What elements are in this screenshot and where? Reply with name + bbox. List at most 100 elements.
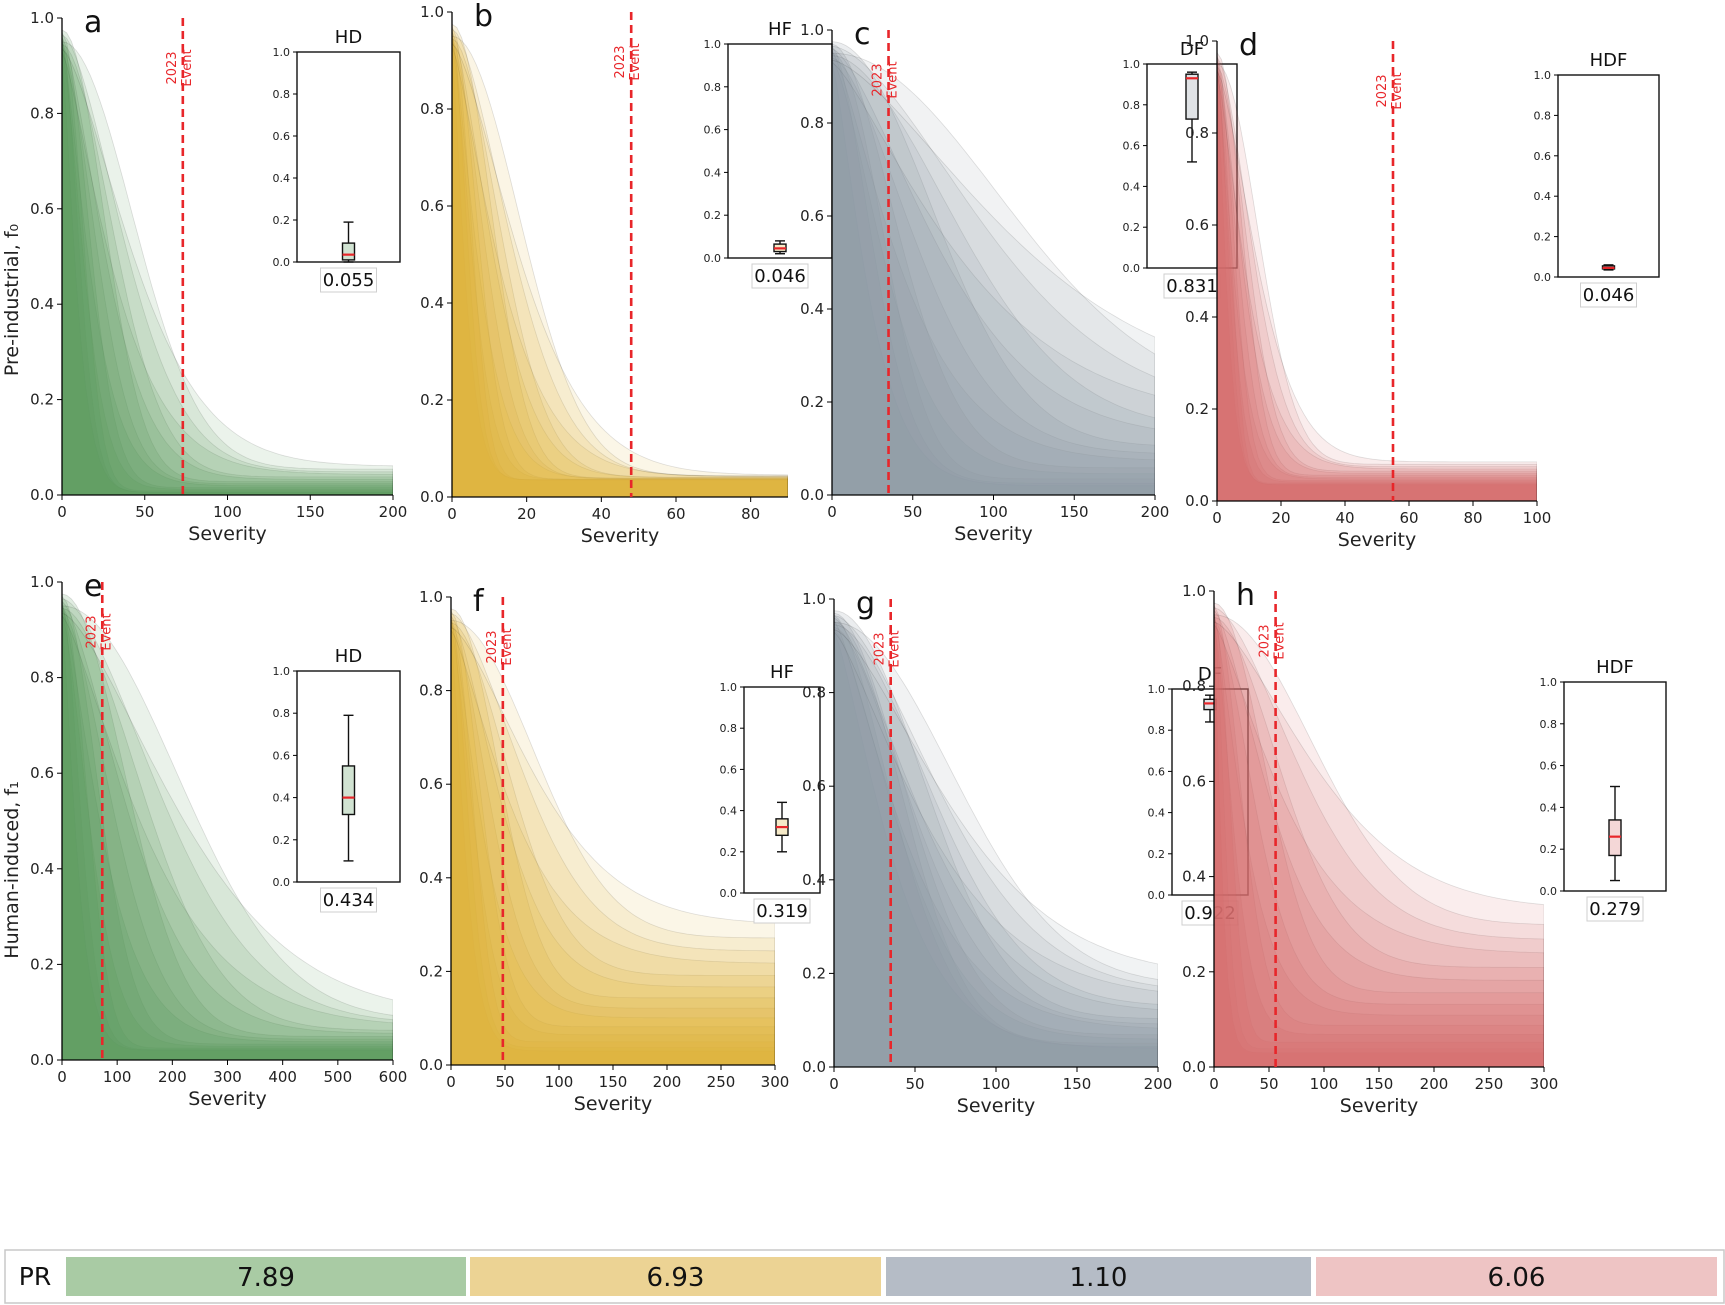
inset-title: HF	[768, 19, 792, 40]
exceedance-curve	[1217, 73, 1537, 501]
inset-y-tick-label: 0.6	[273, 130, 291, 143]
x-tick-label: 60	[666, 505, 685, 523]
y-tick-label: 0.2	[419, 962, 443, 980]
x-tick-label: 100	[103, 1068, 132, 1086]
x-tick-label: 100	[982, 1075, 1011, 1093]
exceedance-curve	[1217, 65, 1537, 501]
exceedance-curve	[834, 619, 1158, 1067]
x-axis-label: Severity	[188, 1088, 266, 1110]
exceedance-curve	[1217, 70, 1537, 501]
curve-ensemble	[1214, 602, 1544, 1067]
inset-y-tick-label: 0.4	[1540, 801, 1558, 814]
y-tick-label: 0.0	[800, 486, 824, 504]
exceedance-curve	[1217, 63, 1537, 501]
mean-value: 0.279	[1589, 899, 1641, 920]
y-tick-label: 0.8	[1185, 124, 1209, 142]
panel-b: 0 20 40 60 80 0.0 0.2 0.4 0.6 0.8 1.0 Severity b 2023…	[420, 0, 833, 547]
exceedance-curve	[1214, 618, 1544, 1067]
x-axis-label: Severity	[954, 523, 1032, 545]
x-tick-label: 50	[905, 1075, 924, 1093]
pr-bar: PR 7.89 6.93 1.10 6.06	[4, 1249, 1725, 1304]
exceedance-curve	[62, 598, 393, 1060]
mean-value: 0.046	[1583, 285, 1635, 306]
y-tick-label: 0.2	[1182, 963, 1206, 981]
inset-title: HF	[770, 662, 794, 683]
inset-title: HD	[335, 27, 362, 48]
box-iqr	[1185, 73, 1199, 120]
inset-y-tick-label: 0.6	[1534, 150, 1552, 163]
x-tick-label: 50	[1259, 1075, 1278, 1093]
exceedance-curve	[62, 34, 393, 495]
exceedance-curve	[62, 595, 393, 1060]
inset-y-tick-label: 0.6	[1540, 760, 1558, 773]
exceedance-curve	[1214, 621, 1544, 1067]
event-label-text: Event	[180, 49, 195, 86]
exceedance-curve	[1214, 621, 1544, 1067]
exceedance-curve	[832, 45, 1155, 495]
row-label-bottom: Human-induced, f₁	[1, 781, 23, 958]
inset-y-tick-label: 0.6	[1148, 765, 1166, 778]
inset-y-tick-label: 0.8	[1534, 109, 1552, 122]
inset-title: HDF	[1590, 50, 1628, 71]
exceedance-curve	[451, 620, 775, 1065]
curve-ensemble	[62, 593, 393, 1060]
exceedance-curve	[834, 631, 1158, 1067]
x-tick-label: 150	[1365, 1075, 1394, 1093]
inset-y-tick-label: 0.8	[720, 722, 738, 735]
exceedance-curve	[834, 626, 1158, 1067]
x-tick-label: 500	[324, 1068, 353, 1086]
pr-segment-HDF	[1316, 1257, 1717, 1296]
y-tick-label: 0.0	[1182, 1058, 1206, 1076]
exceedance-curve	[452, 26, 788, 497]
y-tick-label: 0.4	[420, 294, 444, 312]
exceedance-curve	[1214, 605, 1544, 1067]
inset-y-tick-label: 1.0	[1540, 676, 1558, 689]
inset-title: DF	[1180, 39, 1204, 60]
inset-y-tick-label: 0.2	[1534, 231, 1552, 244]
y-tick-label: 0.2	[1185, 400, 1209, 418]
inset-y-tick-label: 0.4	[1123, 180, 1141, 193]
row-label-top: Pre-industrial, f₀	[1, 224, 23, 376]
event-label-year: 2023	[873, 632, 888, 665]
panel-letter: b	[474, 0, 493, 34]
event-label-text: Event	[99, 613, 114, 650]
y-tick-label: 0.2	[420, 391, 444, 409]
y-tick-label: 1.0	[420, 3, 444, 21]
pr-value-HF: 6.93	[647, 1263, 705, 1293]
exceedance-curve	[1217, 68, 1537, 501]
exceedance-curve	[834, 621, 1158, 1067]
x-tick-label: 150	[1063, 1075, 1092, 1093]
exceedance-curve	[834, 614, 1158, 1067]
exceedance-curve	[832, 59, 1155, 495]
y-tick-label: 1.0	[30, 573, 54, 591]
exceedance-curve	[62, 593, 393, 1060]
x-tick-label: 200	[1420, 1075, 1449, 1093]
panel-c: 0 50 100 150 200 0.0 0.2 0.4 0.6 0.8 1.0 Severity c2…	[800, 17, 1238, 545]
x-tick-label: 20	[1271, 509, 1290, 527]
x-tick-label: 40	[592, 505, 611, 523]
panel-letter: f	[473, 584, 485, 619]
x-tick-label: 0	[447, 505, 457, 523]
exceedance-curve	[834, 624, 1158, 1067]
inset-y-tick-label: 1.0	[1148, 683, 1166, 696]
exceedance-curve	[832, 52, 1155, 495]
y-tick-label: 0.6	[30, 764, 54, 782]
exceedance-curve	[1214, 614, 1544, 1067]
x-tick-label: 40	[1335, 509, 1354, 527]
exceedance-curve	[62, 36, 393, 495]
mean-value-box	[320, 267, 377, 293]
y-tick-label: 0.6	[420, 197, 444, 215]
y-tick-label: 0.6	[1185, 216, 1209, 234]
x-axis-label: Severity	[574, 1093, 652, 1115]
exceedance-curve	[451, 624, 775, 1065]
x-tick-label: 400	[268, 1068, 297, 1086]
mean-value: 0.922	[1184, 903, 1236, 924]
inset-y-tick-label: 0.2	[273, 214, 291, 227]
exceedance-curve	[1214, 612, 1544, 1067]
mean-value-box	[320, 887, 377, 913]
exceedance-curve	[1217, 56, 1537, 501]
inset-y-tick-label: 0.2	[273, 834, 291, 847]
inset-y-tick-label: 0.0	[720, 887, 738, 900]
exceedance-curve	[451, 613, 775, 1065]
